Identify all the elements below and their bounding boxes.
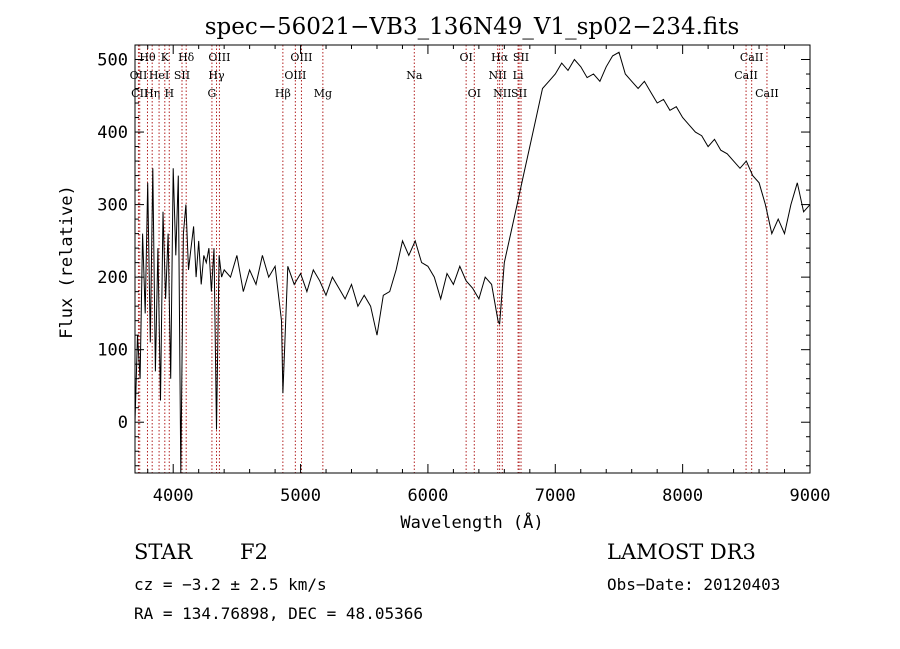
marker-label-12: Hβ <box>275 87 291 100</box>
marker-label-22: SII <box>513 51 529 64</box>
marker-label-19: Hα <box>491 51 509 64</box>
marker-label-25: CaII <box>740 51 764 64</box>
x-tick-label-0: 4000 <box>153 486 194 506</box>
object-class: STAR <box>134 540 193 564</box>
marker-label-4: HeI <box>149 69 169 82</box>
x-tick-label-2: 6000 <box>407 486 448 506</box>
x-tick-label-4: 8000 <box>662 486 703 506</box>
marker-label-10: Hγ <box>208 69 225 82</box>
x-tick-label-3: 7000 <box>535 486 576 506</box>
marker-label-24: SII <box>511 87 527 100</box>
y-tick-label-5: 500 <box>97 51 128 71</box>
marker-label-9: OIII <box>208 51 230 64</box>
marker-label-21: NII <box>493 87 511 100</box>
marker-label-23: Li <box>513 69 524 82</box>
marker-label-1: OII <box>130 69 148 82</box>
x-axis-label: Wavelength (Å) <box>400 511 543 533</box>
marker-label-18: OI <box>468 87 481 100</box>
spectrum-series <box>134 51 811 474</box>
spectrum-line-0 <box>134 51 811 474</box>
marker-label-17: OI <box>459 51 472 64</box>
marker-label-16: Na <box>406 69 423 82</box>
y-tick-label-0: 0 <box>118 413 128 433</box>
redshift-cz: cz = −3.2 ± 2.5 km/s <box>134 575 327 594</box>
y-axis-label: Flux (relative) <box>57 185 77 339</box>
marker-label-26: CaII <box>734 69 758 82</box>
marker-label-13: OIII <box>290 51 312 64</box>
marker-label-6: SII <box>174 69 190 82</box>
marker-label-5: K <box>161 51 170 64</box>
marker-label-3: Hη <box>144 87 160 100</box>
y-tick-label-2: 200 <box>97 268 128 288</box>
marker-label-8: Hδ <box>178 51 195 64</box>
marker-label-15: Mg <box>314 87 332 100</box>
y-tick-label-1: 100 <box>97 341 128 361</box>
observation-date: Obs−Date: 20120403 <box>607 575 781 594</box>
subclass: F2 <box>240 540 268 564</box>
marker-label-20: NII <box>489 69 507 82</box>
marker-label-14: OIII <box>284 69 306 82</box>
coordinates: RA = 134.76898, DEC = 48.05366 <box>134 604 423 623</box>
y-tick-label-4: 400 <box>97 123 128 143</box>
marker-label-27: CaII <box>755 87 779 100</box>
x-tick-label-1: 5000 <box>280 486 321 506</box>
marker-label-11: G <box>208 87 217 100</box>
chart-title: spec−56021−VB3_136N49_V1_sp02−234.fits <box>205 14 740 40</box>
marker-label-7: H <box>164 87 174 100</box>
marker-label-0: Hθ <box>139 51 156 64</box>
plot-frame <box>134 44 811 474</box>
x-tick-label-5: 9000 <box>790 486 831 506</box>
survey-name: LAMOST DR3 <box>607 540 756 564</box>
axis-ticks: 4000 5000 6000 7000 8000 9000 0 100 200 300 400 500 <box>97 44 831 506</box>
y-tick-label-3: 300 <box>97 196 128 216</box>
